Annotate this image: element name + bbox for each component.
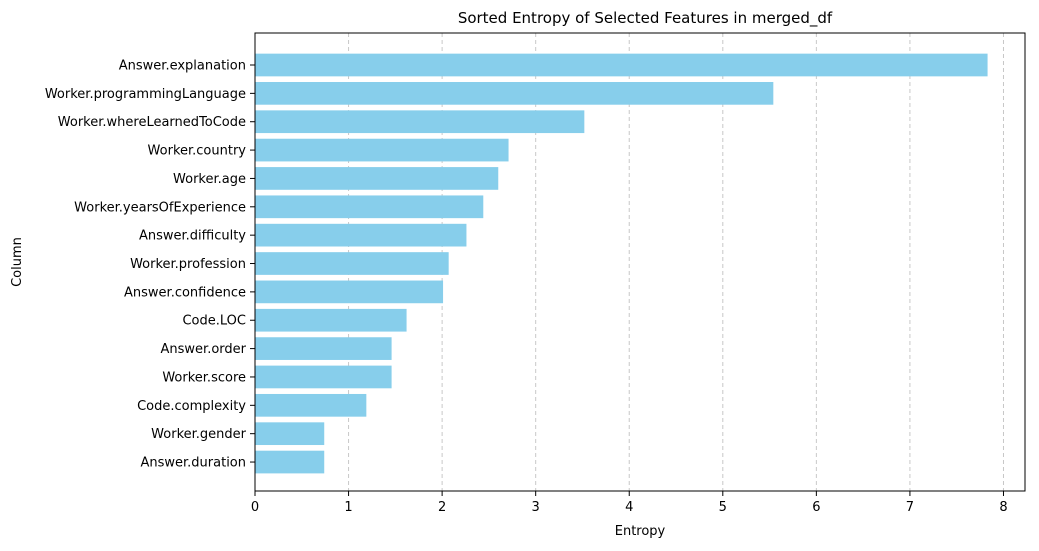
y-tick-label: Worker.country: [148, 144, 247, 159]
x-tick-label: 8: [999, 500, 1007, 515]
bar: [255, 365, 392, 389]
bar: [255, 422, 325, 446]
bars: [255, 53, 988, 474]
y-tick-label: Answer.confidence: [124, 285, 246, 300]
x-tick-label: 6: [812, 500, 820, 515]
y-tick-label: Worker.gender: [151, 427, 246, 442]
x-tick-label: 4: [625, 500, 633, 515]
plot-frame: [254, 32, 1026, 492]
bar: [255, 308, 407, 332]
y-tick-label: Code.complexity: [137, 399, 246, 414]
x-tick-labels: 0 1 2 3 4 5 6 7 8: [251, 491, 1008, 515]
y-tick-label: Code.LOC: [182, 314, 246, 329]
bar: [255, 223, 467, 247]
y-tick-label: Worker.score: [162, 370, 246, 385]
bar: [255, 82, 774, 105]
x-tick-label: 3: [532, 500, 540, 515]
x-tick-label: 1: [344, 500, 352, 515]
y-tick-label: Worker.whereLearnedToCode: [58, 115, 246, 130]
bar: [255, 393, 367, 417]
y-tick-label: Worker.yearsOfExperience: [74, 200, 246, 215]
bar: [255, 167, 499, 190]
y-axis-label: Column: [10, 237, 25, 287]
y-tick-labels: Answer.explanation Worker.programmingLang…: [45, 59, 255, 471]
bar: [255, 138, 509, 162]
chart-title: Sorted Entropy of Selected Features in m…: [458, 9, 833, 28]
x-tick-label: 2: [438, 500, 446, 515]
bar: [255, 110, 585, 134]
x-axis-label: Entropy: [615, 524, 666, 539]
bar: [255, 53, 988, 77]
bar: [255, 195, 484, 219]
bar: [255, 450, 325, 474]
x-tick-label: 5: [719, 500, 727, 515]
bar: [255, 337, 392, 360]
y-tick-label: Answer.order: [161, 342, 247, 357]
bar: [255, 280, 444, 304]
bar: [255, 252, 449, 275]
y-tick-label: Answer.explanation: [119, 59, 246, 74]
x-tick-label: 0: [251, 500, 259, 515]
y-tick-label: Worker.age: [173, 172, 246, 187]
y-tick-label: Answer.difficulty: [139, 229, 246, 244]
y-tick-label: Answer.duration: [140, 456, 246, 471]
y-tick-label: Worker.programmingLanguage: [45, 87, 246, 102]
y-tick-label: Worker.profession: [130, 257, 246, 272]
x-tick-label: 7: [906, 500, 914, 515]
